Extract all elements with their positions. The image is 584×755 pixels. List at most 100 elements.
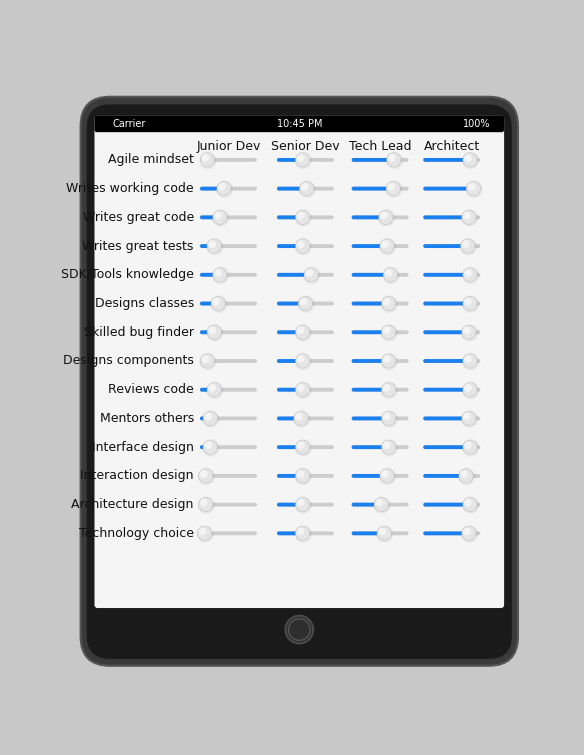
Circle shape	[462, 496, 479, 514]
Circle shape	[297, 499, 304, 507]
Circle shape	[463, 528, 471, 535]
FancyBboxPatch shape	[200, 445, 210, 449]
FancyBboxPatch shape	[423, 215, 480, 219]
Circle shape	[211, 297, 225, 310]
FancyBboxPatch shape	[200, 158, 207, 162]
FancyBboxPatch shape	[423, 388, 470, 392]
Circle shape	[294, 238, 312, 255]
Circle shape	[381, 382, 397, 399]
Circle shape	[200, 499, 207, 507]
FancyBboxPatch shape	[200, 359, 257, 363]
Circle shape	[296, 383, 310, 396]
Circle shape	[199, 469, 213, 483]
FancyBboxPatch shape	[277, 331, 303, 334]
Circle shape	[460, 238, 477, 255]
FancyBboxPatch shape	[277, 359, 303, 363]
FancyBboxPatch shape	[200, 331, 214, 334]
FancyBboxPatch shape	[352, 445, 409, 449]
Circle shape	[463, 296, 477, 311]
FancyBboxPatch shape	[95, 116, 504, 608]
Circle shape	[208, 326, 216, 334]
Circle shape	[294, 496, 312, 514]
Circle shape	[200, 470, 207, 478]
Circle shape	[386, 181, 401, 196]
FancyBboxPatch shape	[423, 532, 480, 535]
Circle shape	[460, 470, 468, 478]
Text: Tech Lead: Tech Lead	[349, 140, 411, 153]
Circle shape	[203, 411, 219, 427]
Circle shape	[200, 153, 216, 168]
Circle shape	[199, 498, 213, 512]
FancyBboxPatch shape	[423, 186, 474, 190]
Text: Architecture design: Architecture design	[71, 498, 194, 511]
Circle shape	[463, 413, 471, 421]
Circle shape	[387, 153, 401, 167]
FancyBboxPatch shape	[352, 158, 409, 162]
Circle shape	[213, 297, 220, 306]
Circle shape	[203, 440, 217, 454]
FancyBboxPatch shape	[423, 301, 470, 306]
FancyBboxPatch shape	[200, 417, 210, 421]
Circle shape	[296, 382, 310, 397]
FancyBboxPatch shape	[423, 532, 469, 535]
FancyBboxPatch shape	[423, 158, 470, 162]
FancyBboxPatch shape	[352, 532, 409, 535]
Circle shape	[462, 325, 476, 339]
Circle shape	[463, 296, 479, 313]
Circle shape	[207, 239, 221, 253]
FancyBboxPatch shape	[423, 445, 470, 449]
FancyBboxPatch shape	[277, 474, 303, 478]
Circle shape	[207, 325, 221, 339]
Circle shape	[463, 153, 479, 168]
FancyBboxPatch shape	[352, 417, 409, 421]
Circle shape	[295, 382, 311, 399]
Circle shape	[297, 356, 304, 363]
Circle shape	[295, 413, 303, 421]
Circle shape	[218, 183, 226, 190]
FancyBboxPatch shape	[423, 215, 469, 219]
Circle shape	[207, 239, 221, 254]
FancyBboxPatch shape	[200, 388, 257, 392]
Circle shape	[382, 440, 395, 454]
Circle shape	[207, 325, 221, 340]
Circle shape	[462, 353, 479, 371]
Circle shape	[463, 497, 479, 513]
Circle shape	[296, 526, 310, 541]
Circle shape	[383, 413, 391, 421]
Circle shape	[301, 183, 308, 190]
Circle shape	[388, 183, 395, 190]
FancyBboxPatch shape	[352, 215, 386, 219]
Circle shape	[297, 442, 304, 449]
Circle shape	[460, 239, 475, 254]
Circle shape	[206, 324, 224, 342]
Circle shape	[196, 525, 214, 543]
Circle shape	[463, 153, 477, 167]
Text: Writes working code: Writes working code	[66, 182, 194, 195]
Text: Writes great tests: Writes great tests	[82, 239, 194, 253]
Circle shape	[208, 240, 216, 248]
Text: Skilled bug finder: Skilled bug finder	[84, 325, 194, 339]
Circle shape	[385, 152, 404, 169]
Circle shape	[463, 382, 477, 397]
Circle shape	[382, 383, 395, 396]
Circle shape	[297, 528, 304, 535]
Circle shape	[461, 324, 478, 342]
Circle shape	[300, 297, 307, 306]
Circle shape	[464, 384, 472, 392]
Circle shape	[462, 267, 479, 285]
FancyBboxPatch shape	[200, 273, 257, 277]
Circle shape	[383, 267, 399, 284]
FancyBboxPatch shape	[352, 301, 389, 306]
FancyBboxPatch shape	[352, 388, 389, 392]
Circle shape	[295, 210, 311, 226]
Circle shape	[380, 468, 396, 485]
Circle shape	[464, 297, 472, 306]
FancyBboxPatch shape	[200, 186, 224, 190]
Circle shape	[211, 296, 225, 311]
Circle shape	[299, 181, 314, 196]
FancyBboxPatch shape	[352, 244, 387, 248]
FancyBboxPatch shape	[200, 331, 257, 334]
Circle shape	[463, 382, 479, 399]
FancyBboxPatch shape	[423, 273, 480, 277]
FancyBboxPatch shape	[200, 532, 204, 535]
